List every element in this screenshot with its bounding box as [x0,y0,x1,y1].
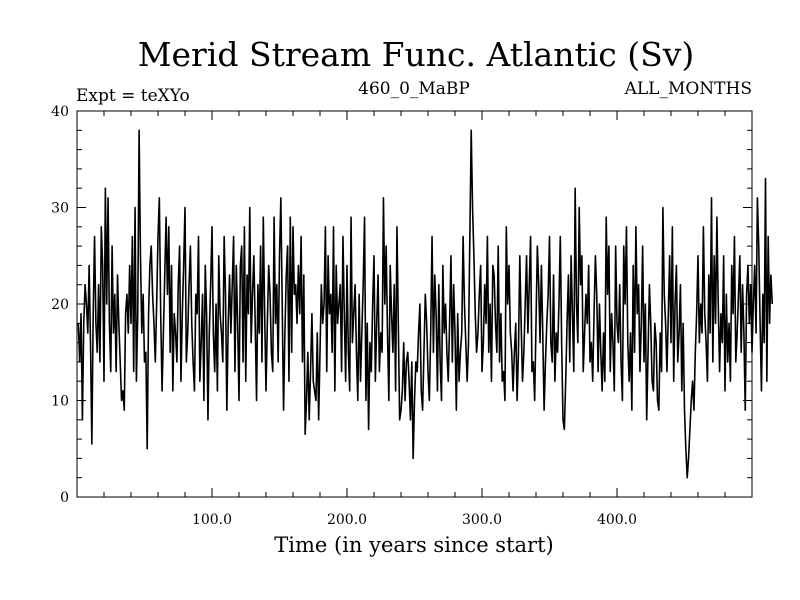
plot-area: 0 10 20 30 40 100.0 200.0 300.0 400.0 [51,104,774,528]
y-tick-label: 30 [51,201,69,217]
data-series-line [77,129,774,479]
x-tick-label: 200.0 [327,512,367,528]
y-tick-label: 10 [51,394,69,410]
x-tick-label: 400.0 [597,512,637,528]
x-axis-label: Time (in years since start) [274,533,553,557]
y-tick-label: 0 [60,490,69,506]
x-tick-label: 100.0 [192,512,232,528]
period-label: 460_0_MaBP [358,79,470,99]
y-tick-label: 20 [51,297,69,313]
months-label: ALL_MONTHS [624,79,752,99]
y-tick-label: 40 [51,104,69,120]
experiment-label: Expt = teXYo [76,86,190,106]
x-tick-label: 300.0 [462,512,502,528]
chart-title: Merid Stream Func. Atlantic (Sv) [138,35,695,74]
